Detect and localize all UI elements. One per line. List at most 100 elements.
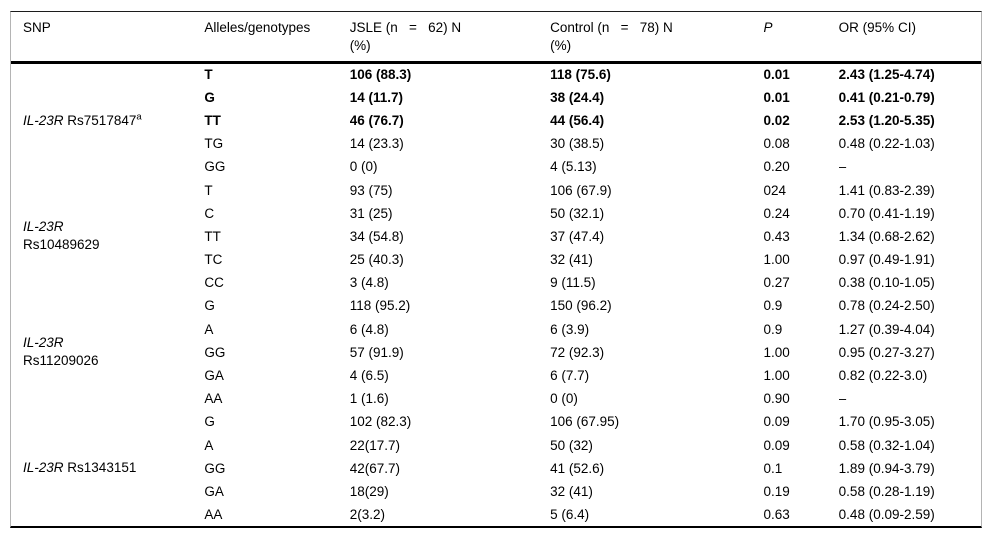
- column-header-alleles: Alleles/genotypes: [204, 12, 350, 64]
- snp-cell: IL-23R Rs7517847a: [11, 63, 204, 179]
- table-row: TT 46 (76.7) 44 (56.4) 0.02 2.53 (1.20-5…: [11, 109, 981, 132]
- genotype-cell: GA: [204, 368, 224, 384]
- control-cell: 32 (41): [550, 252, 593, 268]
- control-cell: 6 (7.7): [550, 368, 590, 384]
- p-cell: 0.1: [763, 460, 783, 476]
- p-cell: 0.63: [763, 507, 790, 523]
- jsle-cell: 2(3.2): [349, 507, 385, 523]
- genotype-cell: CC: [204, 275, 224, 291]
- genotype-table-frame: SNP Alleles/genotypes JSLE (n = 62) N (%…: [10, 11, 982, 529]
- control-cell: 5 (6.4): [550, 507, 590, 523]
- snp-cell: IL-23R Rs1343151: [11, 410, 204, 526]
- column-header-jsle: JSLE (n = 62) N (%): [349, 12, 551, 64]
- or-cell: 0.58 (0.32-1.04): [838, 437, 935, 453]
- table-row: CC 3 (4.8) 9 (11.5) 0.27 0.38 (0.10-1.05…: [11, 271, 981, 294]
- p-cell: 0.27: [763, 275, 790, 291]
- genotype-cell: GG: [204, 460, 226, 476]
- genotype-cell: GA: [204, 483, 224, 499]
- jsle-cell: 118 (95.2): [349, 298, 411, 314]
- or-cell: 1.70 (0.95-3.05): [838, 414, 935, 430]
- table-row: A 22(17.7) 50 (32) 0.09 0.58 (0.32-1.04): [11, 434, 981, 457]
- or-cell: 0.58 (0.28-1.19): [838, 483, 935, 499]
- jsle-cell: 0 (0): [349, 159, 378, 175]
- or-cell: 2.43 (1.25-4.74): [838, 67, 935, 83]
- table-row: GA 18(29) 32 (41) 0.19 0.58 (0.28-1.19): [11, 480, 981, 503]
- control-cell: 50 (32.1): [550, 205, 605, 221]
- jsle-cell: 42(67.7): [349, 460, 400, 476]
- rsid: Rs7517847: [67, 112, 137, 128]
- control-cell: 4 (5.13): [550, 159, 597, 175]
- p-cell: 0.90: [763, 391, 790, 407]
- or-cell: 0.48 (0.22-1.03): [838, 136, 935, 152]
- snp-cell: IL-23R Rs10489629: [11, 178, 204, 294]
- jsle-cell: 18(29): [349, 483, 389, 499]
- rsid: Rs1343151: [67, 460, 137, 476]
- or-cell: 0.97 (0.49-1.91): [838, 252, 935, 268]
- or-cell: 0.82 (0.22-3.0): [838, 368, 928, 384]
- jsle-cell: 106 (88.3): [349, 67, 412, 83]
- control-cell: 38 (24.4): [550, 89, 605, 105]
- rsid: Rs11209026: [23, 353, 99, 369]
- jsle-cell: 46 (76.7): [349, 112, 404, 128]
- p-cell: 0.09: [763, 414, 790, 430]
- genotype-cell: TT: [204, 228, 221, 244]
- or-cell: 0.70 (0.41-1.19): [838, 205, 935, 221]
- p-cell: 0.01: [763, 89, 790, 105]
- gene-name: IL-23R: [23, 112, 64, 128]
- p-cell: 0.19: [763, 483, 790, 499]
- snp-cell: IL-23R Rs11209026: [11, 294, 204, 410]
- jsle-cell: 4 (6.5): [349, 368, 389, 384]
- gene-name: IL-23R: [23, 218, 64, 234]
- genotype-cell: GG: [204, 344, 226, 360]
- genotype-cell: G: [204, 414, 215, 430]
- or-cell: 0.41 (0.21-0.79): [838, 89, 935, 105]
- p-cell: 0.9: [763, 321, 783, 337]
- or-cell: 0.48 (0.09-2.59): [838, 507, 935, 523]
- jsle-cell: 93 (75): [349, 182, 393, 198]
- genotype-cell: T: [204, 67, 213, 83]
- genotype-cell: C: [204, 205, 215, 221]
- table-row: GG 0 (0) 4 (5.13) 0.20 –: [11, 155, 981, 178]
- table-row: IL-23R Rs10489629 T 93 (75) 106 (67.9) 02…: [11, 178, 981, 253]
- or-cell: 1.41 (0.83-2.39): [838, 182, 935, 198]
- control-cell: 118 (75.6): [550, 67, 611, 83]
- genotype-cell: G: [204, 89, 215, 105]
- table-row: TT 34 (54.8) 37 (47.4) 0.43 1.34 (0.68-2…: [11, 225, 981, 248]
- table-row: GG 57 (91.9) 72 (92.3) 1.00 0.95 (0.27-3…: [11, 341, 981, 364]
- control-cell: 0 (0): [550, 391, 578, 407]
- control-cell: 32 (41): [550, 483, 593, 499]
- p-cell: 0.08: [763, 136, 790, 152]
- p-cell: 1.00: [763, 368, 790, 384]
- genotype-association-table: SNP Alleles/genotypes JSLE (n = 62) N (%…: [11, 12, 981, 526]
- genotype-cell: A: [204, 321, 214, 337]
- or-cell: –: [838, 159, 847, 175]
- table-row: C 31 (25) 50 (32.1) 0.24 0.70 (0.41-1.19…: [11, 202, 981, 225]
- control-cell: 30 (38.5): [550, 136, 605, 152]
- table-row: AA 2(3.2) 5 (6.4) 0.63 0.48 (0.09-2.59): [11, 503, 981, 526]
- p-cell: 024: [763, 182, 787, 198]
- control-cell: 50 (32): [550, 437, 593, 453]
- rsid: Rs10489629: [23, 237, 100, 253]
- genotype-cell: G: [204, 298, 215, 314]
- p-cell: 1.00: [763, 344, 790, 360]
- table-row: GA 4 (6.5) 6 (7.7) 1.00 0.82 (0.22-3.0): [11, 364, 981, 387]
- control-cell: 6 (3.9): [550, 321, 590, 337]
- control-cell: 106 (67.9): [550, 182, 612, 198]
- control-cell: 150 (96.2): [550, 298, 612, 314]
- p-cell: 0.02: [763, 112, 790, 128]
- jsle-cell: 25 (40.3): [349, 252, 404, 268]
- p-cell: 0.01: [763, 67, 790, 83]
- or-cell: 1.34 (0.68-2.62): [838, 228, 935, 244]
- or-cell: 1.89 (0.94-3.79): [838, 460, 935, 476]
- or-cell: 0.95 (0.27-3.27): [838, 344, 935, 360]
- p-cell: 1.00: [763, 252, 790, 268]
- control-cell: 106 (67.95): [550, 414, 620, 430]
- column-header-snp: SNP: [11, 12, 205, 64]
- control-cell: 37 (47.4): [550, 228, 605, 244]
- genotype-cell: T: [204, 182, 213, 198]
- table-row: IL-23R Rs11209026 G 118 (95.2) 150 (96.2)…: [11, 294, 981, 368]
- genotype-cell: TT: [204, 112, 221, 128]
- header-row: SNP Alleles/genotypes JSLE (n = 62) N (%…: [11, 12, 981, 64]
- jsle-cell: 1 (1.6): [349, 391, 389, 407]
- genotype-cell: TC: [204, 252, 223, 268]
